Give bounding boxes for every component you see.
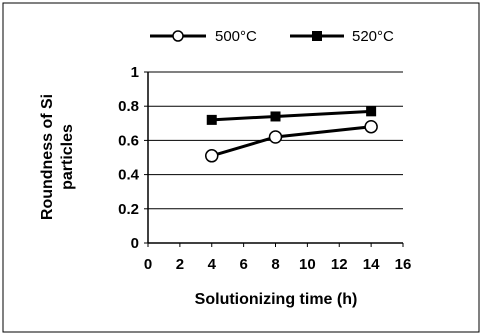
x-tick-label-4: 8 [271, 256, 279, 273]
x-axis-title: Solutionizing time (h) [195, 291, 358, 308]
legend-marker-520c [312, 31, 322, 41]
data-point-s0-0 [205, 149, 219, 163]
y-axis-title-line-1: Roundness of Si [39, 94, 56, 220]
series [205, 106, 378, 163]
axes [144, 71, 404, 247]
y-tick-label-4: 0.8 [118, 98, 139, 115]
y-tick-label-2: 0.4 [118, 167, 140, 184]
legend: 500°C 520°C [150, 28, 394, 45]
chart-border [2, 2, 480, 333]
x-tick-label-2: 4 [208, 256, 217, 273]
gridlines [148, 71, 403, 210]
data-point-s0-1 [268, 130, 283, 144]
data-point-s0-2 [364, 119, 378, 134]
x-tick-label-0: 0 [144, 256, 152, 273]
y-tick-label-0: 0 [131, 235, 139, 252]
x-tick-label-6: 12 [331, 256, 348, 273]
y-axis-title-line-2: particles [59, 124, 76, 190]
legend-label-520c: 520°C [352, 28, 394, 45]
x-tick-label-5: 10 [299, 256, 316, 273]
y-tick-label-1: 0.2 [118, 201, 139, 218]
x-tick-label-3: 6 [239, 256, 247, 273]
data-point-s1-2 [366, 106, 377, 117]
data-point-s1-1 [270, 111, 281, 122]
data-point-s1-0 [206, 114, 217, 125]
tick-labels: 00.20.40.60.810 2 4 6 8 10 12 14 16 [118, 64, 411, 273]
legend-marker-500c [172, 30, 184, 42]
legend-label-500c: 500°C [215, 28, 257, 45]
y-tick-label-5: 1 [131, 64, 139, 81]
y-tick-label-3: 0.6 [118, 132, 139, 149]
x-tick-label-1: 2 [176, 256, 184, 273]
x-tick-label-8: 16 [395, 256, 412, 273]
x-tick-label-7: 14 [363, 256, 380, 273]
